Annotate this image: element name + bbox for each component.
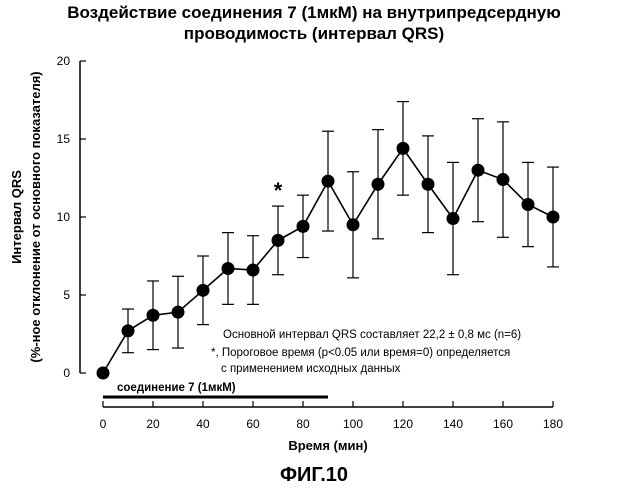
y-axis-title-line-1: Интервал QRS xyxy=(9,170,24,264)
data-point xyxy=(272,234,285,247)
error-bars xyxy=(122,102,559,353)
data-point xyxy=(322,175,335,188)
annotation-threshold: *, Пороговое время (p<0.05 или время=0) … xyxy=(211,347,510,359)
x-tick-label: 40 xyxy=(196,417,210,431)
y-tick-label: 5 xyxy=(63,288,70,302)
x-tick-label: 160 xyxy=(493,417,513,431)
y-tick-label: 15 xyxy=(57,132,71,146)
y-tick-label: 20 xyxy=(57,54,71,68)
data-point xyxy=(372,178,385,191)
x-axis-title: Время (мин) xyxy=(288,438,367,453)
data-point xyxy=(247,264,260,277)
y-tick-label: 0 xyxy=(63,366,70,380)
y-tick-label: 10 xyxy=(57,210,71,224)
data-point xyxy=(197,284,210,297)
y-ticks: 0 5 10 15 20 xyxy=(57,54,86,380)
x-tick-label: 0 xyxy=(100,417,107,431)
data-point xyxy=(122,324,135,337)
data-point xyxy=(472,164,485,177)
data-point xyxy=(497,173,510,186)
data-point xyxy=(147,309,160,322)
data-point xyxy=(172,306,185,319)
data-point xyxy=(447,212,460,225)
x-tick-label: 120 xyxy=(393,417,413,431)
x-tick-label: 60 xyxy=(246,417,260,431)
data-point xyxy=(347,218,360,231)
annotation-block: Основной интервал QRS составляет 22,2 ± … xyxy=(211,329,521,375)
data-point xyxy=(222,262,235,275)
data-point xyxy=(297,220,310,233)
data-point xyxy=(422,178,435,191)
x-tick-label: 20 xyxy=(146,417,160,431)
treatment-bar-group: соединение 7 (1мкМ) xyxy=(103,382,328,397)
data-points xyxy=(97,142,560,380)
x-tick-label: 180 xyxy=(543,417,563,431)
data-point xyxy=(97,367,110,380)
figure-label: ФИГ.10 xyxy=(0,464,628,487)
data-point xyxy=(397,142,410,155)
annotation-baseline: Основной интервал QRS составляет 22,2 ± … xyxy=(223,329,521,341)
x-tick-label: 140 xyxy=(443,417,463,431)
y-axis-title-line-2: (%-ное отклонение от основного показател… xyxy=(28,71,43,362)
x-tick-label: 100 xyxy=(343,417,363,431)
x-ticks: 0 20 40 60 80 100 120 140 160 180 xyxy=(100,401,564,431)
significance-marker: * xyxy=(274,178,283,203)
x-tick-label: 80 xyxy=(296,417,310,431)
treatment-bar-label: соединение 7 (1мкМ) xyxy=(117,382,236,394)
data-point xyxy=(547,211,560,224)
data-point xyxy=(522,198,535,211)
annotation-threshold-cont: с применением исходных данных xyxy=(221,363,401,375)
